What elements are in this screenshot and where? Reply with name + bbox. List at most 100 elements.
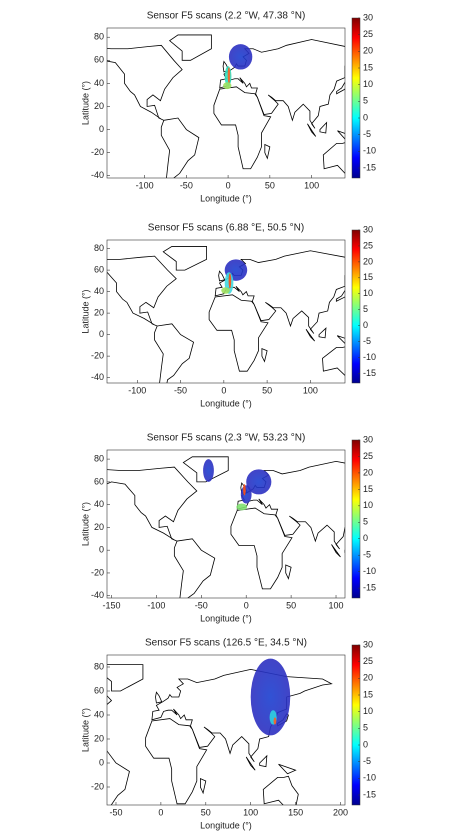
x-tick-label: -100 xyxy=(136,180,154,190)
y-tick-label: 60 xyxy=(94,685,104,695)
x-tick-label: -50 xyxy=(180,180,193,190)
coastline xyxy=(107,44,183,121)
x-tick-label: 100 xyxy=(304,180,319,190)
x-tick-label: -50 xyxy=(174,385,187,395)
x-axis-label: Longitude (°) xyxy=(200,613,252,623)
x-tick-label: 50 xyxy=(201,807,211,817)
colorbar-tick-label: 10 xyxy=(363,500,373,510)
colorbar-tick-label: -10 xyxy=(363,352,376,362)
y-tick-label: 0 xyxy=(99,329,104,339)
coastline xyxy=(245,756,256,771)
coastline xyxy=(145,718,208,805)
scan-footprint xyxy=(243,484,246,496)
chart-title: Sensor F5 scans (6.88 °E, 50.5 °N) xyxy=(148,223,304,234)
coastline xyxy=(278,763,297,775)
y-tick-label: 20 xyxy=(94,522,104,532)
y-tick-label: -20 xyxy=(91,567,104,577)
y-tick-label: 40 xyxy=(94,78,104,88)
x-tick-label: -50 xyxy=(109,807,122,817)
y-axis-label: Latitude (°) xyxy=(80,81,90,125)
y-tick-label: -40 xyxy=(91,590,104,600)
y-tick-label: 60 xyxy=(94,476,104,486)
coastline xyxy=(107,664,144,692)
y-axis-label: Latitude (°) xyxy=(80,289,90,333)
scan-footprint xyxy=(227,67,231,84)
coastline xyxy=(213,86,272,170)
colorbar-tick-label: 25 xyxy=(363,29,373,39)
map-panel: Sensor F5 scans (126.5 °E, 34.5 °N)-50 0 5… xyxy=(80,638,376,831)
map-panel: Sensor F5 scans (2.2 °W, 47.38 °N) -100 -5… xyxy=(80,11,376,204)
coastline xyxy=(322,346,345,376)
coastline xyxy=(318,327,327,339)
y-tick-label: -20 xyxy=(91,781,104,791)
y-tick-label: 80 xyxy=(94,243,104,253)
colorbar-tick-label: 20 xyxy=(363,46,373,56)
colorbar-tick-label: 25 xyxy=(363,240,373,250)
coastline xyxy=(319,121,328,134)
x-tick-label: -100 xyxy=(128,385,146,395)
y-tick-label: 60 xyxy=(94,264,104,274)
coastline xyxy=(259,754,268,768)
y-tick-label: 40 xyxy=(94,286,104,296)
scan-footprint xyxy=(228,273,232,289)
colorbar-tick-label: 30 xyxy=(363,639,373,649)
colorbar-tick-label: -5 xyxy=(363,550,371,560)
x-tick-label: 100 xyxy=(329,600,344,610)
colorbar-tick-label: 20 xyxy=(363,256,373,266)
colorbar-tick-label: -15 xyxy=(363,583,376,593)
coastline xyxy=(107,750,130,805)
y-tick-label: 20 xyxy=(94,307,104,317)
x-tick-label: 150 xyxy=(288,807,303,817)
coastline xyxy=(264,143,271,160)
colorbar-tick-label: 25 xyxy=(363,451,373,461)
coastline xyxy=(218,270,226,282)
scan-footprint xyxy=(228,44,253,70)
colorbar xyxy=(351,17,361,179)
coastline xyxy=(261,347,268,363)
scan-footprint xyxy=(246,469,272,495)
coastline xyxy=(336,81,345,95)
coastline xyxy=(107,255,177,327)
x-axis-label: Longitude (°) xyxy=(200,820,252,830)
coastline xyxy=(208,294,269,372)
coastline xyxy=(107,466,198,542)
colorbar-tick-label: 15 xyxy=(363,62,373,72)
coastline xyxy=(335,289,345,302)
coastline xyxy=(154,323,195,383)
y-axis-label: Latitude (°) xyxy=(80,502,90,546)
y-tick-label: 0 xyxy=(99,545,104,555)
coastline xyxy=(285,564,292,580)
coastline xyxy=(337,130,345,140)
colorbar xyxy=(351,439,361,599)
y-tick-label: 0 xyxy=(99,124,104,134)
colorbar-tick-label: 10 xyxy=(363,288,373,298)
map-area xyxy=(107,246,345,383)
scan-footprint xyxy=(236,503,248,511)
y-tick-label: 0 xyxy=(99,757,104,767)
map-panel: Sensor F5 scans (6.88 °E, 50.5 °N)-100 -5… xyxy=(80,223,376,409)
coastline xyxy=(168,34,212,61)
colorbar-tick-label: 20 xyxy=(363,467,373,477)
colorbar-tick-label: 0 xyxy=(363,112,368,122)
x-tick-label: -50 xyxy=(195,600,208,610)
colorbar-tick-label: 5 xyxy=(363,304,368,314)
colorbar xyxy=(351,229,361,384)
colorbar-tick-label: 0 xyxy=(363,533,368,543)
colorbar-tick-label: -15 xyxy=(363,162,376,172)
y-tick-label: 80 xyxy=(94,661,104,671)
colorbar-tick-label: 0 xyxy=(363,739,368,749)
axes-frame xyxy=(106,239,346,384)
chart-title: Sensor F5 scans (2.2 °W, 47.38 °N) xyxy=(147,11,306,22)
scan-footprint xyxy=(221,287,230,294)
coastline xyxy=(305,329,316,342)
colorbar xyxy=(351,644,361,806)
colorbar-tick-label: 0 xyxy=(363,320,368,330)
colorbar-tick-label: -5 xyxy=(363,336,371,346)
colorbar-tick-label: 30 xyxy=(363,224,373,234)
coastline xyxy=(230,507,293,590)
x-axis-label: Longitude (°) xyxy=(200,193,252,203)
x-tick-label: 200 xyxy=(333,807,348,817)
colorbar-tick-label: 30 xyxy=(363,434,373,444)
x-tick-label: 0 xyxy=(221,385,226,395)
colorbar-tick-label: 5 xyxy=(363,517,368,527)
